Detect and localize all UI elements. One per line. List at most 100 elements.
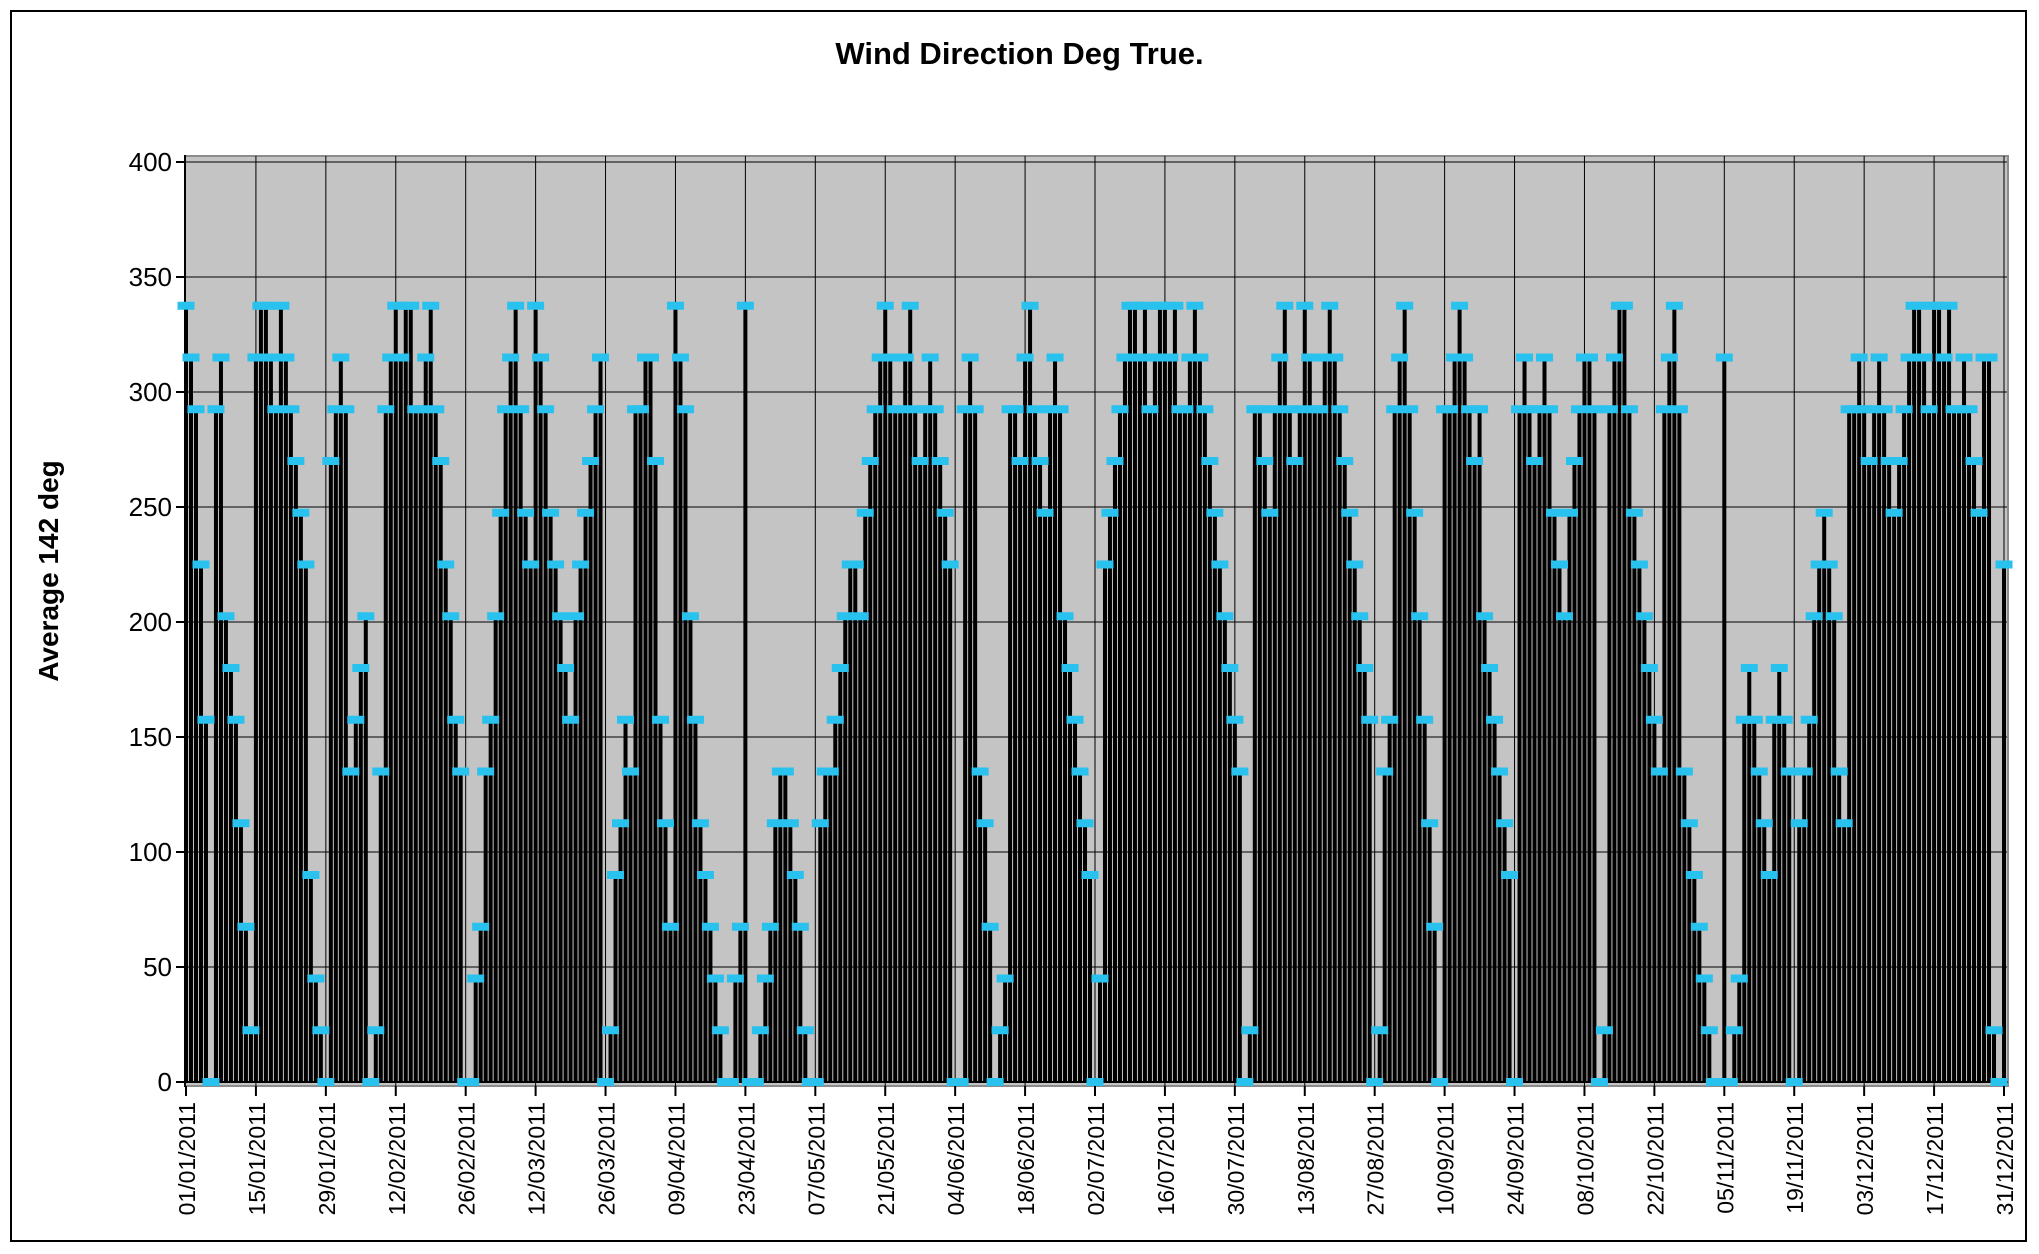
marker bbox=[607, 871, 625, 879]
marker bbox=[656, 819, 674, 828]
marker bbox=[1426, 922, 1444, 931]
marker bbox=[926, 405, 944, 414]
marker bbox=[1815, 508, 1833, 517]
marker bbox=[462, 1078, 480, 1086]
marker bbox=[222, 664, 240, 672]
marker bbox=[542, 508, 560, 517]
marker bbox=[262, 353, 280, 362]
marker bbox=[1765, 715, 1783, 724]
marker bbox=[856, 508, 874, 517]
marker bbox=[1555, 612, 1573, 621]
marker bbox=[641, 353, 659, 362]
marker bbox=[357, 612, 375, 621]
marker bbox=[1590, 1078, 1608, 1086]
marker bbox=[532, 353, 550, 362]
marker bbox=[1321, 301, 1339, 310]
marker bbox=[1690, 922, 1708, 931]
marker bbox=[1061, 664, 1079, 672]
marker bbox=[292, 508, 310, 517]
marker bbox=[1296, 301, 1314, 310]
marker bbox=[302, 871, 320, 879]
marker bbox=[1710, 1078, 1728, 1086]
marker bbox=[1915, 353, 1933, 362]
marker bbox=[512, 405, 530, 414]
marker bbox=[1451, 301, 1469, 310]
marker bbox=[1625, 508, 1643, 517]
marker bbox=[1850, 353, 1868, 362]
marker bbox=[866, 405, 884, 414]
x-tick-label: 26/03/2011 bbox=[594, 1102, 620, 1215]
marker bbox=[1800, 715, 1818, 724]
marker bbox=[1036, 508, 1054, 517]
marker bbox=[557, 664, 575, 672]
marker bbox=[1046, 353, 1064, 362]
marker bbox=[1051, 405, 1069, 414]
marker bbox=[1366, 1078, 1384, 1086]
marker bbox=[552, 612, 570, 621]
marker bbox=[1615, 301, 1633, 310]
marker bbox=[467, 974, 485, 983]
marker bbox=[417, 353, 435, 362]
marker bbox=[1526, 457, 1544, 465]
marker bbox=[1920, 405, 1938, 414]
marker bbox=[1845, 405, 1863, 414]
marker bbox=[1041, 405, 1059, 414]
marker bbox=[1431, 1078, 1449, 1086]
marker bbox=[1326, 353, 1344, 362]
marker bbox=[756, 974, 774, 983]
marker bbox=[711, 1026, 729, 1035]
marker bbox=[1825, 612, 1843, 621]
marker bbox=[492, 508, 510, 517]
marker bbox=[1760, 871, 1778, 879]
marker bbox=[976, 819, 994, 828]
marker bbox=[612, 819, 630, 828]
marker bbox=[1281, 405, 1299, 414]
marker bbox=[996, 974, 1014, 983]
marker bbox=[497, 405, 515, 414]
x-tick-label: 27/08/2011 bbox=[1363, 1102, 1389, 1215]
marker bbox=[1640, 664, 1658, 672]
marker bbox=[1441, 405, 1459, 414]
marker bbox=[1725, 1026, 1743, 1035]
marker bbox=[517, 508, 535, 517]
marker bbox=[1101, 508, 1119, 517]
x-tick-label: 05/11/2011 bbox=[1712, 1102, 1738, 1214]
marker bbox=[1511, 405, 1529, 414]
x-tick-label: 21/05/2011 bbox=[873, 1102, 899, 1215]
x-tick-label: 12/03/2011 bbox=[524, 1102, 550, 1215]
marker bbox=[1406, 508, 1424, 517]
marker bbox=[1650, 767, 1668, 776]
marker bbox=[202, 1078, 220, 1086]
marker bbox=[1221, 664, 1239, 672]
marker bbox=[182, 353, 200, 362]
marker bbox=[1261, 508, 1279, 517]
x-tick-label: 10/09/2011 bbox=[1433, 1102, 1459, 1215]
marker bbox=[646, 457, 664, 465]
marker bbox=[1346, 560, 1364, 569]
marker bbox=[307, 974, 325, 983]
marker bbox=[392, 353, 410, 362]
y-tick-label: 150 bbox=[129, 722, 172, 752]
marker bbox=[1930, 301, 1948, 310]
marker bbox=[502, 353, 520, 362]
marker bbox=[422, 301, 440, 310]
marker bbox=[1740, 664, 1758, 672]
marker bbox=[1550, 560, 1568, 569]
marker bbox=[776, 767, 794, 776]
marker bbox=[1665, 301, 1683, 310]
marker bbox=[412, 405, 430, 414]
marker bbox=[1106, 457, 1124, 465]
marker bbox=[237, 922, 255, 931]
marker bbox=[1316, 353, 1334, 362]
marker bbox=[362, 1078, 380, 1086]
marker bbox=[1635, 612, 1653, 621]
marker bbox=[382, 353, 400, 362]
marker bbox=[1960, 405, 1978, 414]
marker bbox=[916, 405, 934, 414]
marker bbox=[1201, 457, 1219, 465]
marker bbox=[896, 353, 914, 362]
marker bbox=[1291, 405, 1309, 414]
marker bbox=[1091, 974, 1109, 983]
marker bbox=[437, 560, 455, 569]
marker bbox=[746, 1078, 764, 1086]
